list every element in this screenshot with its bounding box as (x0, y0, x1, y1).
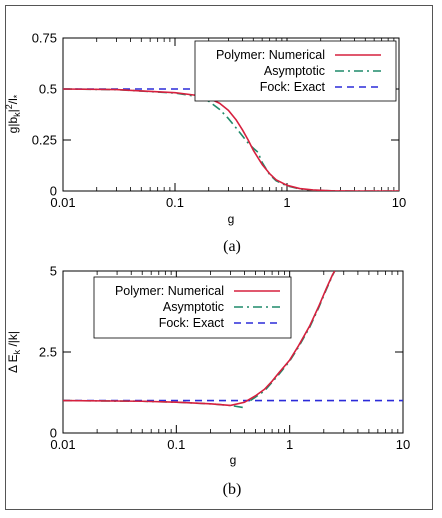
y-tick-label: 5 (50, 264, 57, 279)
x-tick-label: 0.01 (50, 195, 75, 210)
legend-entry-label: Fock: Exact (260, 80, 326, 94)
panel-b: 0.01 0.1 1 10 0 2.5 5 g Δ Ek /|k| Polymer: Num… (6, 264, 410, 499)
x-tick-label: 1 (283, 195, 290, 210)
x-tick-label: 0.1 (167, 437, 185, 452)
legend-entry-label: Polymer: Numerical (216, 48, 325, 62)
legend-entry-label: Asymptotic (264, 64, 325, 78)
panel-a-series (63, 88, 399, 191)
panel-b-ylabel: Δ Ek /|k| (6, 331, 22, 373)
legend-entry-label: Asymptotic (163, 300, 224, 314)
panel-b-series (63, 271, 403, 409)
x-tick-label: 1 (286, 437, 293, 452)
panel-b-ticks: 0.01 0.1 1 10 0 2.5 5 (39, 264, 410, 453)
panel-a-plot-area (62, 37, 400, 192)
panel-b-xlabel: g (230, 453, 237, 467)
x-tick-label: 10 (392, 195, 406, 210)
panel-a-ticks: 0.01 0.1 1 10 0 0.25 0.5 0.75 (32, 31, 407, 211)
series-line-numerical (63, 271, 336, 407)
panel-a-caption: (a) (223, 238, 241, 255)
x-tick-label: 0.01 (50, 437, 75, 452)
series-line-asymptotic (63, 88, 399, 191)
x-tick-label: 0.1 (166, 195, 184, 210)
panel-b-legend: Polymer: Numerical Asymptotic Fock: Exact (93, 276, 292, 339)
panel-a: 0.01 0.1 1 10 0 0.25 0.5 0.75 g g|bk|2/l* Polym… (4, 31, 406, 256)
panel-b-caption: (b) (223, 481, 242, 498)
y-tick-label: 2.5 (39, 345, 57, 360)
panel-a-ylabel: g|bk|2/l* (4, 94, 22, 133)
y-tick-label: 0.5 (39, 82, 57, 97)
panel-a-legend: Polymer: Numerical Asymptotic Fock: Exact (194, 40, 397, 102)
y-tick-label: 0.25 (32, 133, 57, 148)
y-tick-label: 0 (50, 184, 57, 199)
x-tick-label: 10 (396, 437, 410, 452)
legend-entry-label: Fock: Exact (159, 316, 225, 330)
y-tick-label: 0 (50, 426, 57, 441)
series-line-numerical (63, 88, 399, 191)
y-tick-label: 0.75 (32, 31, 57, 46)
figure-frame (5, 5, 433, 510)
legend-entry-label: Polymer: Numerical (115, 284, 224, 298)
panel-a-xlabel: g (228, 212, 235, 226)
